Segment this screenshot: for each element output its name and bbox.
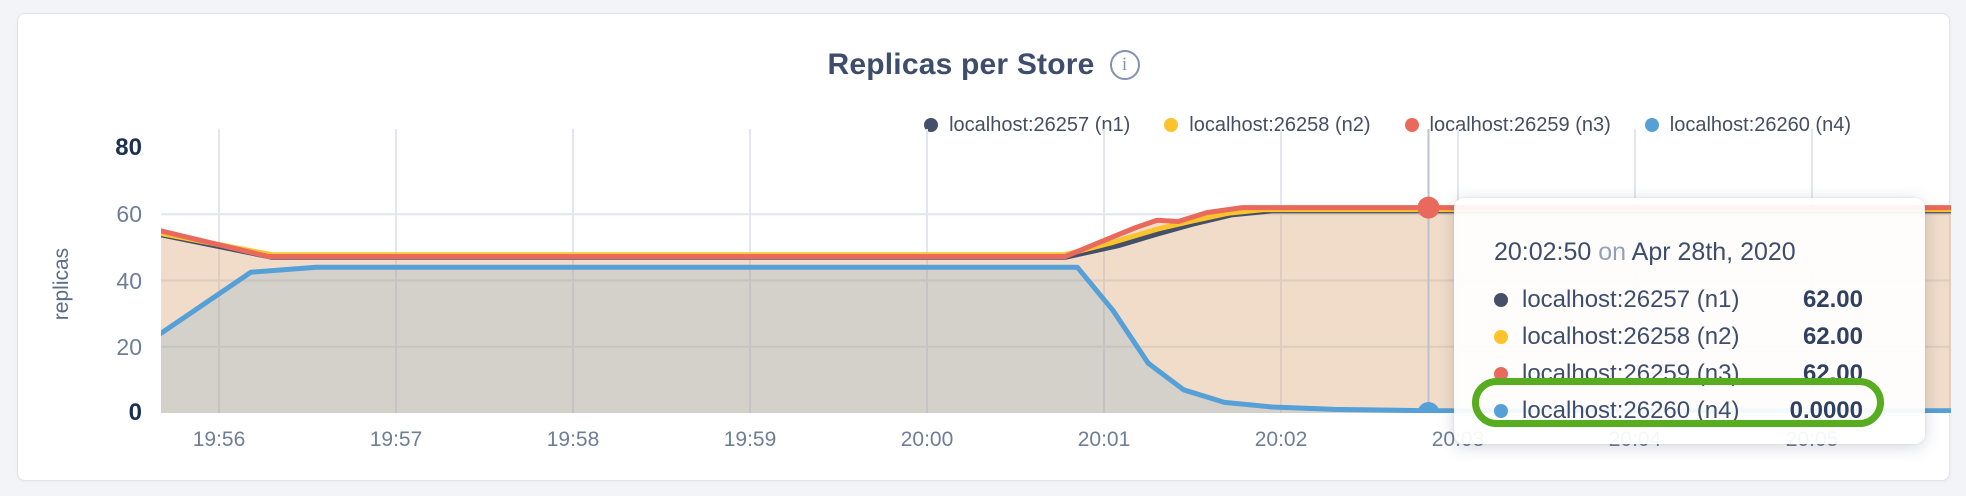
y-axis-tick: 40	[116, 267, 142, 294]
tooltip-series-label: localhost:26257 (n1)	[1522, 285, 1740, 313]
tooltip-row-label-group: localhost:26259 (n3)	[1494, 360, 1739, 388]
tooltip-series-value: 62.00	[1802, 285, 1863, 313]
legend-dot-icon	[924, 118, 939, 132]
tooltip-date: Apr 28th, 2020	[1631, 238, 1796, 266]
chart-header: Replicas per Store i	[18, 48, 1949, 82]
hover-marker-n3	[1417, 196, 1440, 219]
series-line-n3[interactable]	[161, 205, 1951, 260]
tooltip-series-value: 62.00	[1802, 322, 1863, 350]
legend-item-n2[interactable]: localhost:26258 (n2)	[1164, 113, 1371, 137]
x-axis-tick: 20:01	[1077, 428, 1131, 451]
tooltip-series-value: 62.00	[1802, 359, 1863, 387]
tooltip-rows: localhost:26257 (n1) 62.00 localhost:26258…	[1494, 281, 1863, 429]
tooltip-series-dot-icon	[1494, 292, 1508, 307]
tooltip-series-dot-icon	[1494, 329, 1508, 344]
legend-label: localhost:26260 (n4)	[1669, 113, 1851, 136]
tooltip-row-label-group: localhost:26260 (n4)	[1494, 397, 1739, 425]
chart-card: Replicas per Store i localhost:26257 (n1…	[17, 13, 1951, 481]
y-axis-tick: 0	[128, 399, 142, 426]
tooltip-row: localhost:26259 (n3) 62.00	[1494, 355, 1863, 392]
legend-label: localhost:26259 (n3)	[1429, 113, 1611, 136]
legend-item-n3[interactable]: localhost:26259 (n3)	[1404, 113, 1611, 137]
y-axis-tick: 60	[116, 201, 142, 228]
tooltip-series-label: localhost:26258 (n2)	[1522, 322, 1740, 350]
y-axis-tick: 20	[116, 333, 142, 360]
chart-title: Replicas per Store	[827, 48, 1095, 81]
x-axis-tick: 19:56	[192, 428, 246, 451]
info-icon[interactable]: i	[1109, 50, 1140, 80]
x-axis-tick: 19:58	[546, 428, 600, 451]
series-area-n4	[161, 267, 1951, 413]
tooltip-series-label: localhost:26259 (n3)	[1522, 359, 1740, 387]
x-axis-tick: 20:00	[900, 428, 954, 451]
y-axis-title: replicas	[50, 247, 73, 321]
legend-item-n4[interactable]: localhost:26260 (n4)	[1644, 113, 1851, 137]
legend-dot-icon	[1164, 118, 1179, 132]
x-axis-tick: 19:59	[723, 428, 777, 451]
tooltip-row-label-group: localhost:26258 (n2)	[1494, 323, 1739, 351]
tooltip-series-value: 0.0000	[1789, 396, 1863, 424]
tooltip-row: localhost:26257 (n1) 62.00	[1494, 281, 1863, 318]
hover-marker-n4	[1417, 402, 1440, 413]
legend-label: localhost:26258 (n2)	[1189, 113, 1371, 136]
hover-tooltip: 20:02:50 on Apr 28th, 2020 localhost:262…	[1454, 198, 1925, 444]
tooltip-series-dot-icon	[1494, 403, 1508, 418]
x-axis-tick: 19:57	[369, 428, 423, 451]
info-icon-glyph: i	[1121, 54, 1128, 75]
legend-label: localhost:26257 (n1)	[949, 113, 1131, 136]
tooltip-time: 20:02:50	[1494, 238, 1592, 266]
x-axis-tick: 20:02	[1254, 428, 1308, 451]
tooltip-header: 20:02:50 on Apr 28th, 2020	[1494, 238, 1863, 267]
legend-dot-icon	[1644, 118, 1659, 132]
y-axis-tick: 80	[115, 134, 142, 161]
tooltip-series-dot-icon	[1494, 366, 1508, 381]
tooltip-series-label: localhost:26260 (n4)	[1522, 396, 1740, 424]
legend-item-n1[interactable]: localhost:26257 (n1)	[924, 114, 1130, 137]
legend-dot-icon	[1404, 118, 1419, 132]
tooltip-row: localhost:26258 (n2) 62.00	[1494, 318, 1863, 355]
series-line-n4[interactable]	[161, 264, 1951, 413]
tooltip-row-highlighted: localhost:26260 (n4) 0.0000	[1494, 392, 1863, 429]
tooltip-connector: on	[1598, 238, 1627, 266]
tooltip-row-label-group: localhost:26257 (n1)	[1494, 286, 1739, 314]
legend: localhost:26257 (n1) localhost:26258 (n2)…	[924, 111, 1851, 139]
